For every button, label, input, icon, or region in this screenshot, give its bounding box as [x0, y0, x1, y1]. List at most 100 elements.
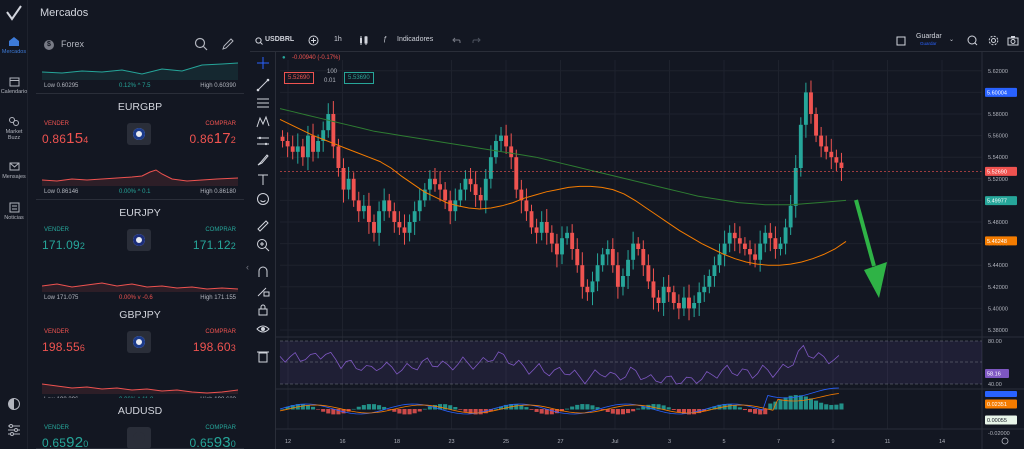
price-axis-label: 5.54000 [988, 155, 1008, 161]
nav-item-market-buzz[interactable]: Market Buzz [0, 116, 28, 141]
macd-bar [427, 406, 432, 410]
macd-bar [519, 405, 524, 410]
macd-bar [681, 409, 686, 414]
market-card-partial[interactable]: Low 0.60295 0.12% ^ 7.5 High 0.60390 [36, 58, 244, 94]
buy-price[interactable]: 0.65930 [190, 434, 236, 449]
timeframe-selector[interactable]: 1h [334, 36, 342, 43]
market-card[interactable]: EURGBP VENDER COMPRAR 0.86154 0.86172 Lo… [36, 94, 244, 200]
price-fraction: 4 [83, 135, 89, 145]
macd-bar [615, 409, 620, 415]
theme-icon[interactable] [6, 396, 22, 412]
candles-icon[interactable] [358, 35, 369, 46]
trend-line-icon[interactable] [256, 78, 270, 92]
macd-bar [285, 406, 290, 410]
nav-item-markets[interactable]: Mercados [0, 36, 28, 55]
price-chart[interactable]: 5.620005.600005.580005.560005.540005.520… [276, 52, 1024, 449]
brush-icon[interactable] [256, 153, 270, 167]
search-icon[interactable] [194, 37, 208, 51]
price-tag [985, 166, 1017, 176]
market-card[interactable]: EURJPY VENDER COMPRAR 171.092 171.122 Lo… [36, 200, 244, 306]
symbol-search[interactable]: USDBRL [265, 36, 295, 43]
macd-bar [290, 405, 295, 410]
macd-bar [636, 408, 641, 410]
macd-bar [712, 406, 717, 410]
settings-icon[interactable] [6, 422, 22, 438]
macd-bar [778, 399, 783, 410]
search-icon[interactable] [255, 37, 263, 45]
buzz-icon [9, 117, 19, 126]
eye-icon[interactable] [256, 322, 270, 336]
edit-icon[interactable] [221, 37, 235, 51]
measure-icon[interactable] [256, 134, 270, 148]
compare-add-icon[interactable] [308, 35, 319, 46]
macd-bar [417, 409, 422, 412]
price-axis-label: 5.42000 [988, 285, 1008, 291]
layout-icon[interactable] [896, 36, 906, 46]
ruler-icon[interactable] [256, 219, 270, 233]
collapse-panel-icon[interactable]: ‹ [246, 262, 249, 272]
alert-icon[interactable] [967, 35, 978, 46]
change-value: 0.00% ^ 0.1 [119, 189, 151, 195]
nav-item-news[interactable]: Noticias [0, 202, 28, 221]
nav-item-calendar[interactable]: Calendario [0, 76, 28, 95]
candle [539, 222, 544, 233]
price-pre: 0.86 [189, 132, 214, 146]
lock-drawings-icon[interactable] [256, 284, 270, 298]
emoji-icon[interactable] [256, 192, 270, 206]
macd-bar [448, 405, 453, 410]
lock-icon[interactable] [256, 303, 270, 317]
time-axis-label: 14 [939, 439, 945, 445]
macd-bar [742, 409, 747, 411]
buy-price[interactable]: 198.603 [193, 338, 236, 355]
nav-item-messages[interactable]: Mensajes [0, 162, 28, 180]
gear-icon[interactable] [988, 35, 999, 46]
price-axis-label: 5.58000 [988, 112, 1008, 118]
redo-icon[interactable] [472, 36, 481, 45]
candle [666, 286, 671, 293]
currency-flag-icon [127, 123, 151, 145]
sell-price[interactable]: 198.556 [42, 338, 85, 355]
candle [671, 292, 676, 303]
macd-bar [331, 409, 336, 415]
moving-average-fast [279, 118, 847, 266]
undo-icon[interactable] [452, 36, 461, 45]
text-icon[interactable] [256, 173, 270, 187]
market-card[interactable]: AUDUSD VENDER COMPRAR 0.65920 0.65930 [36, 398, 244, 449]
macd-bar [768, 403, 773, 410]
candle [560, 238, 564, 255]
trash-icon[interactable] [256, 349, 270, 363]
market-card[interactable]: GBPJPY VENDER COMPRAR 198.556 198.603 Lo… [36, 302, 244, 408]
chart-toolbar: USDBRL 1h ƒ Indicadores Guardar Guardar … [250, 30, 1024, 52]
candle [372, 222, 376, 233]
indicators-button[interactable]: Indicadores [397, 36, 434, 43]
low-value: Low 0.86146 [44, 189, 79, 195]
sell-price[interactable]: 0.86154 [42, 130, 88, 147]
category-selector[interactable]: Forex [61, 39, 85, 49]
buy-price-box[interactable]: 5.53690 [344, 72, 374, 84]
candle [742, 243, 747, 249]
candle [737, 238, 742, 244]
camera-icon[interactable] [1007, 35, 1019, 46]
macd-bar [814, 400, 819, 410]
moving-average-slow [279, 108, 847, 206]
axis-settings-icon[interactable] [1001, 437, 1009, 445]
zoom-in-icon[interactable] [256, 238, 270, 252]
sell-price-box[interactable]: 5.52690 [284, 72, 314, 84]
time-axis-label: 16 [339, 439, 345, 445]
magnet-icon[interactable] [256, 265, 270, 279]
save-dropdown-icon[interactable]: ⌄ [949, 37, 955, 43]
save-button[interactable]: Guardar [916, 33, 942, 40]
sell-price[interactable]: 0.65920 [42, 434, 88, 449]
time-axis-label: 5 [722, 439, 725, 445]
sell-price[interactable]: 171.092 [42, 236, 85, 253]
candle [646, 265, 651, 282]
pattern-icon[interactable] [256, 115, 270, 129]
buy-price[interactable]: 0.86172 [190, 130, 236, 147]
fib-icon[interactable] [256, 96, 270, 110]
candle [336, 146, 341, 168]
crosshair-icon[interactable] [256, 56, 270, 70]
logo-check-icon [6, 5, 22, 21]
buy-price[interactable]: 171.122 [193, 236, 236, 253]
fx-icon[interactable]: ƒ [383, 36, 387, 43]
candle [524, 200, 529, 212]
